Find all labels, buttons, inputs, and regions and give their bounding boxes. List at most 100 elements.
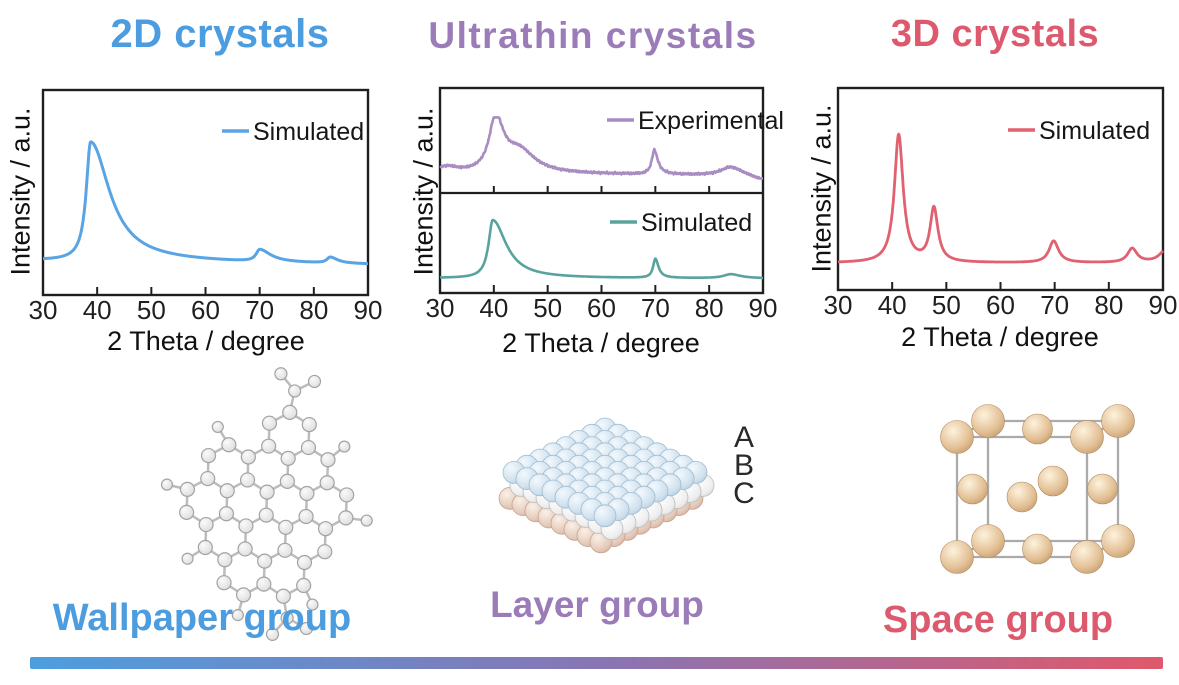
- carbon-atom: [265, 627, 280, 641]
- metal-atom: [971, 524, 1005, 558]
- carbon-atom: [181, 552, 194, 565]
- chart-title-ultrathin-crystals: Ultrathin crystals: [428, 15, 758, 56]
- x-axis-label-3d: 2 Theta / degree: [901, 322, 1099, 352]
- carbon-atom: [259, 484, 275, 500]
- stack-label-a: A: [733, 421, 754, 454]
- metal-atom: [1006, 481, 1038, 513]
- stack-label-b: B: [733, 449, 754, 482]
- carbon-atom: [296, 554, 313, 571]
- stack-label-c: C: [733, 477, 755, 510]
- metal-atom: [957, 473, 988, 505]
- x-tick-label: 50: [137, 295, 166, 325]
- carbon-atom: [179, 481, 196, 497]
- carbon-atom: [279, 473, 295, 489]
- carbon-atom: [360, 514, 373, 527]
- chart-title-3d-crystals: 3D crystals: [890, 13, 1100, 55]
- x-tick-label: 60: [191, 295, 220, 325]
- x-tick-label: 30: [824, 290, 853, 320]
- carbon-atom: [288, 384, 302, 398]
- y-axis-label-ultrathin: Intensity / a.u.: [408, 107, 439, 276]
- xrd-curve-simulated: [837, 132, 1165, 264]
- atomic-layer-stack: [498, 417, 715, 554]
- x-tick-label: 80: [299, 295, 328, 325]
- x-axis-label-ultrathin: 2 Theta / degree: [502, 328, 700, 358]
- x-tick-label: 40: [83, 295, 112, 325]
- x-tick-label: 60: [986, 290, 1015, 320]
- x-tick-label: 50: [533, 293, 562, 323]
- xrd-chart-3d: 30 40 50 60 70 80 90 Simulated: [824, 86, 1177, 320]
- carbon-atom: [221, 437, 237, 453]
- carbon-atom: [300, 439, 317, 456]
- metal-atom: [1070, 420, 1104, 454]
- carbon-atom: [240, 449, 256, 465]
- group-label-wallpaper: Wallpaper group: [52, 597, 352, 639]
- carbon-atom: [320, 452, 336, 468]
- x-tick-label: 90: [749, 293, 778, 323]
- graphene-structure: [160, 367, 373, 641]
- legend-label: Experimental: [638, 107, 784, 135]
- carbon-atom: [179, 504, 195, 520]
- carbon-atom: [217, 552, 233, 568]
- xrd-curve-simulated: [42, 140, 369, 266]
- carbon-atom: [200, 470, 216, 487]
- carbon-atom: [231, 609, 244, 622]
- metal-atom: [940, 540, 974, 574]
- carbon-atom: [306, 598, 319, 611]
- x-tick-label: 50: [932, 290, 961, 320]
- xrd-curve-experimental: [439, 116, 764, 180]
- metal-atom: [1022, 413, 1053, 445]
- layer-a: [502, 417, 708, 528]
- carbon-atom: [274, 367, 288, 381]
- carbon-atom: [339, 487, 355, 503]
- metal-atom: [1101, 524, 1135, 558]
- fcc-unit-cell: [940, 404, 1135, 574]
- carbon-atom: [261, 438, 277, 454]
- carbon-atom: [317, 521, 334, 537]
- y-axis-label-2d: Intensity / a.u.: [5, 107, 36, 276]
- carbon-atom: [219, 483, 235, 499]
- x-tick-label: 80: [695, 293, 724, 323]
- carbon-atom: [216, 575, 232, 591]
- metal-atom: [1101, 404, 1135, 438]
- metal-atom: [1070, 540, 1104, 574]
- metal-atom: [1087, 473, 1118, 505]
- metal-atom: [1037, 465, 1069, 497]
- xrd-chart-ultrathin: 30 40 50 60 70 80 90 Experimental Simulated: [426, 86, 784, 323]
- carbon-atom: [256, 576, 272, 592]
- x-tick-label: 60: [587, 293, 616, 323]
- carbon-atom: [278, 519, 294, 535]
- atom-sphere: [593, 504, 617, 528]
- carbon-atom: [238, 518, 254, 534]
- carbon-atom: [307, 374, 322, 389]
- carbon-atom: [277, 542, 293, 558]
- carbon-atom: [299, 485, 315, 502]
- carbon-atom: [338, 510, 354, 526]
- carbon-atom: [317, 544, 333, 560]
- carbon-atom: [319, 475, 335, 491]
- x-tick-label: 40: [479, 293, 508, 323]
- legend-label: Simulated: [1039, 117, 1150, 145]
- carbon-atom: [237, 541, 253, 557]
- xrd-curve-simulated: [439, 218, 764, 280]
- carbon-atom: [239, 472, 256, 488]
- x-tick-label: 30: [29, 295, 58, 325]
- x-tick-label: 70: [245, 295, 274, 325]
- carbon-atom: [211, 420, 224, 434]
- carbon-atom: [280, 611, 294, 625]
- carbon-atom: [275, 588, 291, 604]
- carbon-atom: [160, 478, 174, 491]
- y-axis-label-3d: Intensity / a.u.: [806, 104, 837, 273]
- legend-label: Simulated: [641, 209, 752, 237]
- chart-title-2d-crystals: 2D crystals: [110, 12, 330, 56]
- carbon-atom: [338, 440, 351, 453]
- x-tick-label: 80: [1094, 290, 1123, 320]
- carbon-atom: [198, 516, 214, 533]
- carbon-atom: [301, 416, 317, 433]
- carbon-atom: [257, 553, 273, 569]
- carbon-atom: [197, 539, 213, 556]
- dimension-gradient-bar: [30, 657, 1163, 669]
- x-tick-label: 70: [641, 293, 670, 323]
- carbon-atom: [280, 450, 296, 466]
- carbon-atom: [200, 447, 217, 464]
- metal-atom: [1022, 533, 1053, 565]
